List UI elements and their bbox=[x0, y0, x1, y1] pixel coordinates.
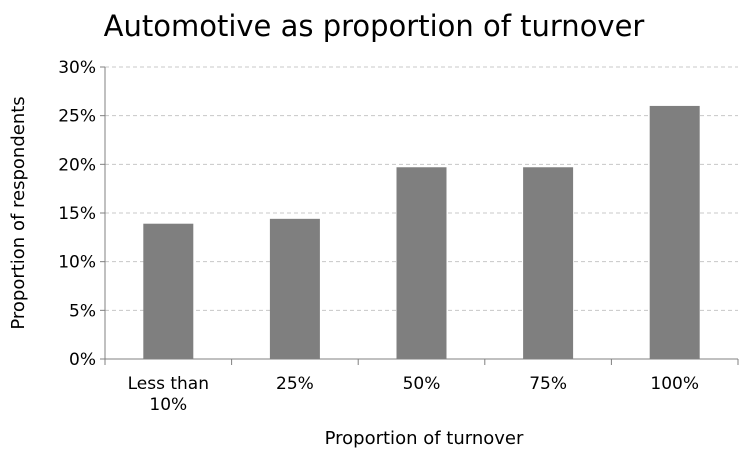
y-tick-label: 30% bbox=[58, 58, 96, 78]
x-tick-label: Less than 10% bbox=[128, 374, 209, 415]
y-tick-label: 5% bbox=[69, 301, 96, 321]
x-tick-label: 100% bbox=[650, 374, 699, 394]
y-tick-label: 10% bbox=[58, 253, 96, 273]
x-tick-label: 50% bbox=[403, 374, 441, 394]
bar bbox=[523, 167, 574, 359]
x-tick-label: 75% bbox=[529, 374, 567, 394]
x-tick-labels: Less than 10% 25% 50% 75% 100% bbox=[128, 374, 699, 415]
y-tick-labels: 0% 5% 10% 15% 20% 25% 30% bbox=[58, 58, 96, 370]
bars bbox=[143, 105, 700, 359]
y-tick-label: 0% bbox=[69, 350, 96, 370]
y-tick-label: 15% bbox=[58, 204, 96, 224]
chart-title: Automotive as proportion of turnover bbox=[104, 9, 645, 43]
bar bbox=[396, 167, 447, 359]
y-tick-label: 20% bbox=[58, 155, 96, 175]
bar bbox=[649, 105, 700, 359]
x-axis-label: Proportion of turnover bbox=[325, 428, 524, 449]
bar bbox=[143, 223, 194, 359]
x-tick-label: 25% bbox=[276, 374, 314, 394]
axes bbox=[100, 66, 739, 365]
bar bbox=[269, 218, 320, 359]
y-tick-label: 25% bbox=[58, 107, 96, 127]
y-axis-label: Proportion of respondents bbox=[8, 96, 29, 329]
